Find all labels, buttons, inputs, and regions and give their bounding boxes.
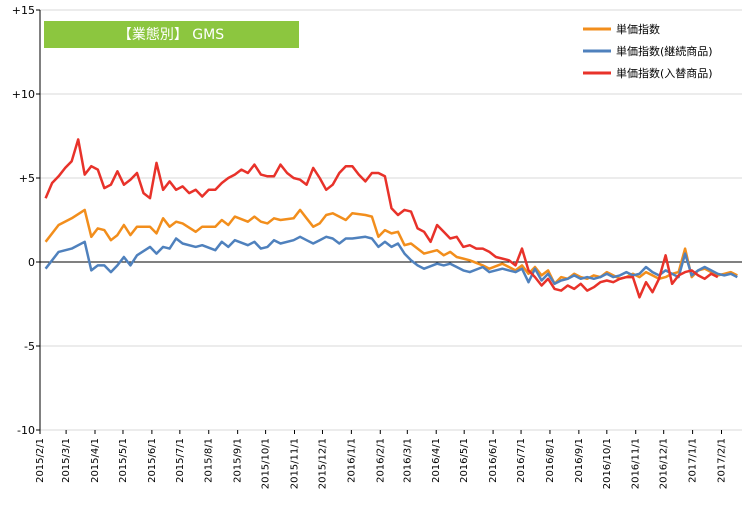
x-tick-label: 2015/4/1 bbox=[90, 438, 101, 483]
x-tick-label: 2016/4/1 bbox=[431, 438, 442, 483]
x-tick-label: 2016/11/1 bbox=[631, 438, 642, 489]
y-tick-label: +15 bbox=[12, 4, 35, 17]
y-tick-labels: +15 +10 +5 0 -5 -10 bbox=[12, 4, 35, 437]
x-tick-label: 2016/2/1 bbox=[375, 438, 386, 483]
x-tick-label: 2017/2/1 bbox=[716, 438, 727, 483]
x-tick-label: 2016/3/1 bbox=[402, 438, 413, 483]
series-line-3 bbox=[44, 138, 719, 299]
x-tick-labels: 2015/2/1 2015/3/1 2015/4/1 2015/5/1 2015/6/1… bbox=[35, 430, 727, 489]
gridlines bbox=[36, 9, 742, 431]
series-lines bbox=[44, 138, 738, 299]
legend-label: 単価指数 bbox=[616, 22, 660, 36]
y-tick-label: +10 bbox=[12, 88, 35, 101]
y-tick-label: -5 bbox=[24, 340, 35, 353]
chart-title: 【業態別】 GMS bbox=[118, 27, 224, 43]
x-tick-label: 2017/1/1 bbox=[688, 438, 699, 483]
x-tick-label: 2015/5/1 bbox=[118, 438, 129, 483]
y-tick-label: 0 bbox=[28, 256, 35, 269]
x-tick-label: 2015/6/1 bbox=[147, 438, 158, 483]
x-tick-label: 2016/9/1 bbox=[574, 438, 585, 483]
x-tick-label: 2016/10/1 bbox=[602, 438, 613, 489]
x-tick-label: 2016/1/1 bbox=[346, 438, 357, 483]
x-tick-label: 2016/12/1 bbox=[659, 438, 670, 489]
x-tick-label: 2015/12/1 bbox=[317, 438, 328, 489]
legend-label: 単価指数(継続商品) bbox=[616, 44, 713, 58]
title-background bbox=[44, 21, 299, 48]
x-tick-label: 2015/7/1 bbox=[175, 438, 186, 483]
x-tick-label: 2015/3/1 bbox=[61, 438, 72, 483]
legend-label: 単価指数(入替商品) bbox=[616, 66, 713, 80]
chart-title-box: 【業態別】 GMS bbox=[44, 21, 299, 48]
axes bbox=[39, 10, 742, 430]
x-tick-label: 2016/5/1 bbox=[459, 438, 470, 483]
series-line-2 bbox=[44, 235, 738, 286]
x-tick-label: 2016/8/1 bbox=[545, 438, 556, 483]
y-tick-label: +5 bbox=[19, 172, 35, 185]
x-tick-label: 2015/10/1 bbox=[261, 438, 272, 489]
x-tick-label: 2015/9/1 bbox=[233, 438, 244, 483]
x-tick-label: 2015/8/1 bbox=[204, 438, 215, 483]
x-tick-label: 2016/6/1 bbox=[488, 438, 499, 483]
x-tick-label: 2016/7/1 bbox=[516, 438, 527, 483]
x-tick-label: 2015/2/1 bbox=[35, 438, 46, 483]
y-tick-label: -10 bbox=[17, 424, 35, 437]
x-tick-label: 2015/11/1 bbox=[290, 438, 301, 489]
